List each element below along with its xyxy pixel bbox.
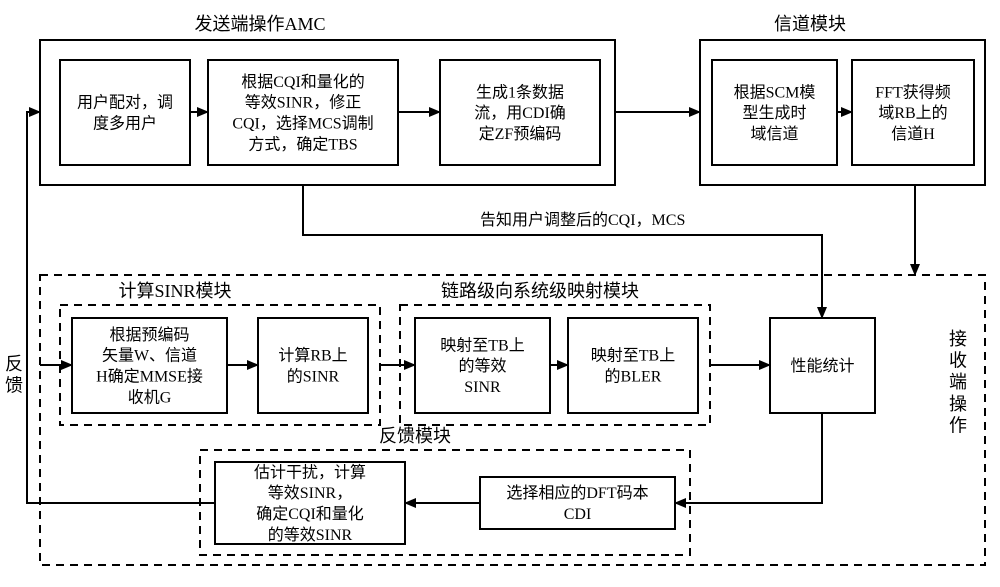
node-b7 [258, 318, 368, 413]
node-text-b8-0: 映射至TB上 [440, 336, 524, 354]
node-text-b6-0: 根据预编码 [109, 326, 189, 344]
node-text-b10-0: 性能统计 [790, 357, 854, 375]
node-text-b5-0: FFT获得频 [875, 83, 951, 101]
node-b9 [568, 318, 698, 413]
node-text-b9-1: 的BLER [605, 368, 662, 386]
node-text-b4-1: 型生成时 [742, 104, 806, 122]
node-text-b4-2: 域信道 [750, 125, 798, 143]
container-title-sinr: 计算SINR模块 [118, 281, 231, 301]
node-text-b4-0: 根据SCM模 [734, 83, 816, 101]
edge-b10-b12 [675, 413, 822, 503]
node-text-b11-3: 的等效SINR [268, 526, 353, 544]
side-label-feedback-0: 反 [5, 354, 23, 374]
mid-label: 告知用户调整后的CQI，MCS [480, 211, 685, 229]
node-b1 [60, 60, 190, 165]
side-label-rxop-4: 作 [949, 415, 967, 435]
side-label-rxop-2: 端 [949, 372, 967, 392]
node-text-b6-3: 收机G [128, 388, 172, 406]
node-text-b1-1: 度多用户 [93, 115, 157, 133]
node-text-b12-1: CDI [564, 506, 592, 523]
node-text-b1-0: 用户配对，调 [77, 94, 173, 112]
node-text-b5-1: 域RB上的 [878, 104, 947, 122]
node-text-b9-0: 映射至TB上 [591, 347, 675, 365]
node-text-b6-2: H确定MMSE接 [96, 368, 203, 386]
side-label-rxop-0: 接 [949, 329, 967, 349]
node-text-b6-1: 矢量W、信道 [102, 347, 197, 365]
node-text-b11-0: 估计干扰，计算 [254, 462, 366, 481]
node-text-b5-2: 信道H [891, 125, 935, 143]
container-title-channel: 信道模块 [774, 14, 846, 34]
node-text-b2-1: 等效SINR，修正 [245, 94, 361, 112]
side-label-rxop-3: 操 [949, 394, 967, 414]
node-text-b2-3: 方式，确定TBS [248, 135, 357, 153]
node-text-b11-1: 等效SINR， [268, 484, 352, 502]
node-text-b3-1: 流，用CDI确 [474, 104, 566, 122]
node-text-b3-2: 定ZF预编码 [479, 125, 562, 143]
side-label-feedback-1: 馈 [5, 376, 23, 396]
node-text-b11-2: 确定CQI和量化 [256, 505, 364, 523]
side-label-rxop-1: 收 [949, 351, 967, 371]
container-title-map: 链路级向系统级映射模块 [441, 281, 639, 301]
node-text-b8-1: 的等效 [458, 357, 506, 375]
node-text-b7-1: 的SINR [287, 368, 340, 386]
container-title-amc: 发送端操作AMC [194, 14, 325, 34]
container-title-fb: 反馈模块 [379, 426, 451, 446]
node-text-b2-0: 根据CQI和量化的 [241, 73, 365, 91]
node-text-b12-0: 选择相应的DFT码本 [506, 483, 648, 502]
node-text-b3-0: 生成1条数据 [476, 83, 564, 101]
node-text-b7-0: 计算RB上 [278, 346, 347, 365]
node-text-b8-2: SINR [464, 379, 501, 396]
node-text-b2-2: CQI，选择MCS调制 [232, 115, 373, 133]
